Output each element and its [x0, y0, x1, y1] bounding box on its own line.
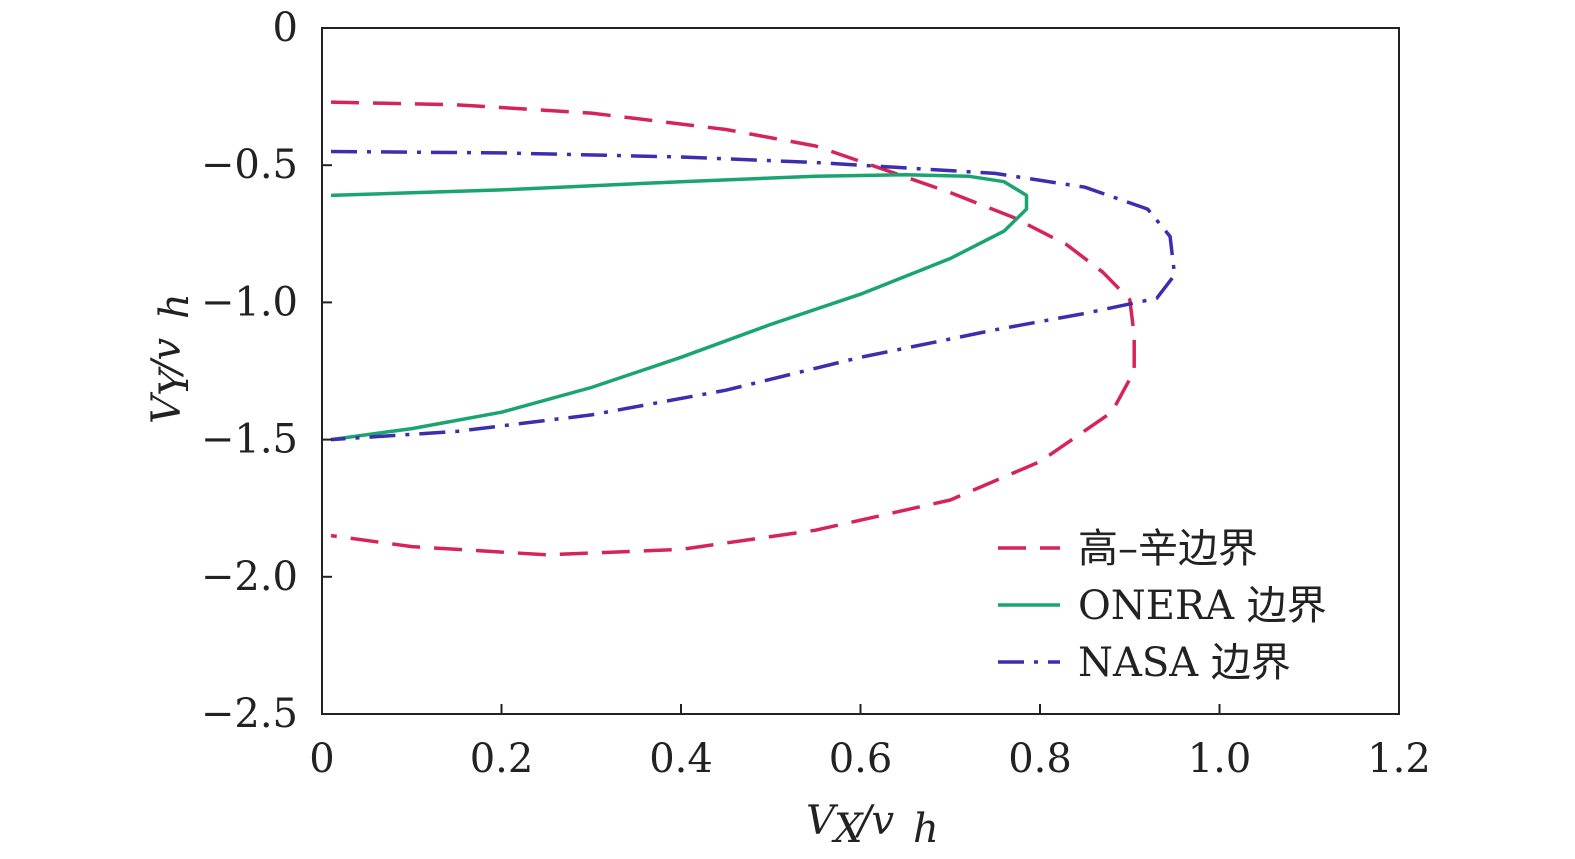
- y-tick-label: 0: [273, 5, 298, 51]
- x-tick-label: 0: [309, 736, 334, 782]
- svg-text:h: h: [913, 806, 939, 852]
- y-tick-label: −1.0: [201, 279, 298, 325]
- series-line-1-series: [330, 100, 1136, 557]
- x-axis-label: V X /v h: [806, 798, 939, 852]
- svg-text:X: X: [831, 806, 864, 852]
- svg-text:/v: /v: [144, 338, 190, 378]
- x-tick-labels: 0 0.2 0.4 0.6 0.8 1.0 1.2: [309, 736, 1431, 782]
- x-tick-label: 0.2: [470, 736, 534, 782]
- y-tick-label: −1.5: [201, 417, 298, 463]
- svg-text:V: V: [144, 391, 190, 424]
- legend-label: 高–辛边界: [1078, 526, 1258, 572]
- series-line-3-nasa: [330, 149, 1177, 442]
- x-tick-label: 0.6: [829, 736, 893, 782]
- svg-text:h: h: [152, 293, 198, 319]
- svg-text:V: V: [806, 798, 839, 844]
- legend-label: NASA 边界: [1078, 640, 1291, 686]
- x-tick-label: 0.4: [649, 736, 713, 782]
- series-line-2-onera: [330, 173, 1029, 442]
- y-tick-label: −0.5: [201, 142, 298, 188]
- x-tick-label: 1.0: [1188, 736, 1252, 782]
- legend: 高–辛边界 ONERA 边界 NASA 边界: [998, 526, 1327, 686]
- svg-text:Y: Y: [152, 366, 198, 396]
- y-tick-labels: 0 −0.5 −1.0 −1.5 −2.0 −2.5: [201, 5, 298, 737]
- x-tick-label: 0.8: [1008, 736, 1072, 782]
- axis-ticks: [321, 27, 1400, 715]
- legend-label: ONERA 边界: [1078, 583, 1327, 629]
- x-tick-label: 1.2: [1367, 736, 1431, 782]
- y-tick-label: −2.0: [201, 554, 298, 600]
- plot-area: [330, 100, 1177, 557]
- y-axis-label: V Y /v h: [144, 293, 198, 424]
- svg-text:/v: /v: [854, 798, 894, 844]
- y-tick-label: −2.5: [201, 691, 298, 737]
